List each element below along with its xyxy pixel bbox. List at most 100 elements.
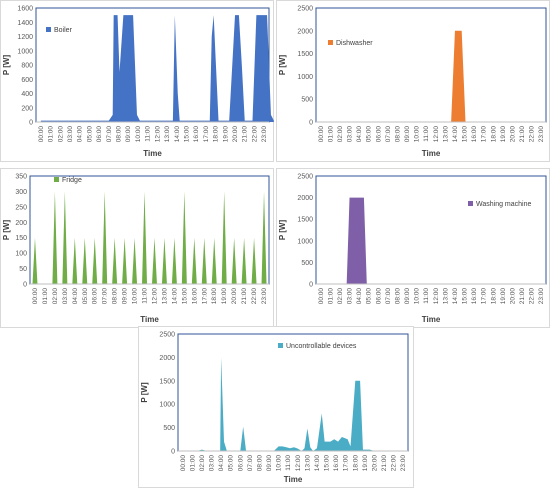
x-tick-label: 18:00: [211, 288, 218, 305]
y-axis-title: P [W]: [140, 382, 149, 403]
y-tick-label: 500: [163, 425, 175, 432]
x-tick-label: 06:00: [237, 455, 244, 472]
y-tick-label: 800: [21, 63, 33, 70]
x-tick-label: 23:00: [261, 126, 268, 143]
x-tick-label: 17:00: [481, 288, 488, 305]
x-tick-label: 18:00: [213, 126, 220, 143]
x-tick-label: 13:00: [304, 455, 311, 472]
x-tick-label: 00:00: [32, 288, 39, 305]
y-tick-label: 0: [309, 282, 313, 289]
y-tick-label: 2500: [297, 174, 313, 181]
y-tick-label: 1000: [17, 48, 33, 55]
y-tick-label: 1200: [17, 34, 33, 41]
x-tick-label: 00:00: [318, 126, 325, 143]
uncontrollable-devices-chart: 0 500 1000 1500 2000 2500 00:00 01:00 02:00 03:00…: [138, 326, 414, 488]
y-tick-label: 0: [29, 120, 33, 127]
x-tick-label: 05:00: [366, 126, 373, 143]
legend-label: Dishwasher: [336, 40, 373, 47]
x-tick-label: 03:00: [347, 288, 354, 305]
series-area: [32, 191, 267, 284]
y-tick-label: 1000: [297, 238, 313, 245]
x-tick-label: 13:00: [442, 126, 449, 143]
y-tick-label: 600: [21, 77, 33, 84]
x-tick-label: 03:00: [62, 288, 69, 305]
y-tick-label: 500: [301, 260, 313, 267]
x-tick-label: 11:00: [285, 455, 292, 471]
x-axis-title: Time: [140, 315, 159, 324]
x-tick-label: 04:00: [356, 288, 363, 305]
x-tick-label: 07:00: [247, 455, 254, 472]
y-axis-title: P [W]: [2, 220, 11, 241]
x-tick-label: 22:00: [529, 126, 536, 143]
x-tick-label: 02:00: [337, 288, 344, 305]
x-tick-label: 21:00: [381, 455, 388, 472]
y-tick-label: 100: [15, 251, 27, 258]
y-tick-label: 350: [15, 174, 27, 181]
washing-machine-chart-svg: 0 500 1000 1500 2000 2500 00:00 01:00 02:00 03:00…: [276, 168, 550, 328]
x-tick-label: 06:00: [375, 288, 382, 305]
y-tick-label: 2500: [159, 332, 175, 339]
x-tick-label: 12:00: [433, 288, 440, 305]
x-tick-label: 19:00: [221, 288, 228, 305]
x-tick-label: 21:00: [242, 126, 249, 143]
x-tick-label: 20:00: [232, 126, 239, 143]
x-tick-label: 18:00: [352, 455, 359, 472]
x-tick-label: 05:00: [82, 288, 89, 305]
legend-swatch: [328, 40, 333, 45]
x-tick-label: 07:00: [385, 126, 392, 143]
x-tick-label: 08:00: [112, 288, 119, 305]
x-axis-title: Time: [422, 315, 441, 324]
x-tick-label: 14:00: [314, 455, 321, 472]
series-area: [40, 15, 274, 123]
x-tick-label: 22:00: [391, 455, 398, 472]
x-tick-label: 17:00: [481, 126, 488, 143]
y-tick-label: 0: [309, 120, 313, 127]
x-tick-label: 00:00: [318, 288, 325, 305]
x-tick-label: 03:00: [67, 126, 74, 143]
x-tick-label: 21:00: [241, 288, 248, 305]
y-tick-label: 1500: [297, 217, 313, 224]
x-tick-label: 22:00: [529, 288, 536, 305]
x-tick-label: 10:00: [132, 288, 139, 305]
y-axis-title: P [W]: [278, 220, 287, 241]
x-tick-label: 14:00: [452, 126, 459, 143]
legend-label: Washing machine: [476, 201, 531, 208]
x-tick-label: 02:00: [52, 288, 59, 305]
x-tick-label: 07:00: [102, 288, 109, 305]
x-tick-label: 00:00: [38, 126, 45, 143]
x-tick-label: 15:00: [462, 126, 469, 143]
x-tick-label: 05:00: [228, 455, 235, 472]
x-tick-label: 18:00: [490, 288, 497, 305]
x-tick-label: 15:00: [181, 288, 188, 305]
y-tick-label: 1400: [17, 20, 33, 27]
x-tick-label: 12:00: [151, 288, 158, 305]
washing-machine-chart: 0 500 1000 1500 2000 2500 00:00 01:00 02:00 03:00…: [276, 168, 550, 328]
y-tick-label: 2500: [297, 6, 313, 13]
x-tick-label: 21:00: [519, 288, 526, 305]
x-tick-label: 13:00: [161, 288, 168, 305]
x-tick-label: 08:00: [394, 288, 401, 305]
y-tick-label: 1000: [159, 402, 175, 409]
x-tick-label: 15:00: [183, 126, 190, 143]
x-tick-label: 01:00: [48, 126, 55, 143]
x-tick-label: 14:00: [452, 288, 459, 305]
y-tick-label: 2000: [297, 28, 313, 35]
legend-label: Fridge: [62, 177, 82, 184]
x-tick-label: 07:00: [106, 126, 113, 143]
x-tick-label: 05:00: [366, 288, 373, 305]
x-tick-label: 19:00: [500, 126, 507, 143]
y-tick-label: 1500: [297, 51, 313, 58]
x-axis-title: Time: [143, 149, 162, 158]
uncontrollable-devices-chart-svg: 0 500 1000 1500 2000 2500 00:00 01:00 02:00 03:00…: [138, 326, 414, 488]
x-tick-label: 18:00: [490, 126, 497, 143]
x-tick-label: 08:00: [256, 455, 263, 472]
x-tick-label: 06:00: [96, 126, 103, 143]
y-tick-label: 2000: [159, 355, 175, 362]
x-tick-label: 06:00: [375, 126, 382, 143]
x-tick-label: 11:00: [423, 288, 430, 304]
legend-label: Boiler: [54, 27, 73, 34]
x-tick-label: 12:00: [295, 455, 302, 472]
x-tick-label: 22:00: [251, 126, 258, 143]
y-tick-label: 2000: [297, 195, 313, 202]
x-tick-label: 17:00: [203, 126, 210, 143]
